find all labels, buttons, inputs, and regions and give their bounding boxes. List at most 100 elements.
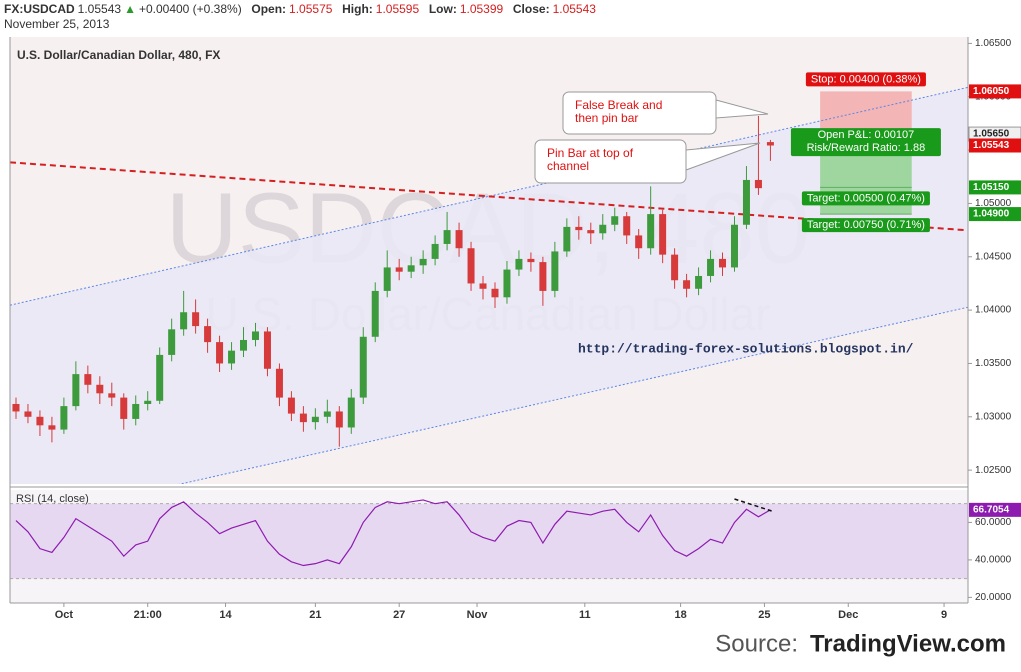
price-tag: [969, 138, 1021, 153]
stop-area: [820, 91, 912, 135]
candle-body: [228, 350, 236, 364]
rsi-line: [15, 499, 771, 567]
x-tick-label: 9: [941, 609, 947, 621]
candle-body: [24, 411, 32, 417]
price-tag-label: 1.06050: [973, 86, 1010, 97]
candle-body: [156, 354, 164, 401]
stop-label-box: [805, 72, 926, 87]
candle-body: [539, 262, 547, 291]
candle-body: [216, 342, 224, 364]
price-tag-label: 1.05650: [973, 129, 1010, 140]
callout-text: Pin Bar at top of: [547, 146, 634, 160]
close-value: 1.05543: [552, 2, 596, 16]
candle-body: [347, 397, 355, 428]
callout-text: channel: [547, 159, 589, 173]
callout-box: [562, 91, 717, 135]
candle-body: [60, 406, 68, 430]
candle-body: [431, 243, 439, 259]
candle-body: [730, 224, 738, 268]
y-tick-label: 1.03500: [975, 358, 1012, 369]
rsi-band: [10, 503, 968, 579]
candle-body: [659, 214, 667, 255]
candle-body: [96, 384, 104, 394]
candle-body: [742, 179, 750, 225]
x-tick-label: 11: [579, 609, 591, 621]
candle-body: [503, 269, 511, 298]
target-label: Target: 0.00750 (0.71%): [807, 219, 925, 231]
source-brand: TradingView.com: [810, 630, 1006, 657]
x-tick-label: Nov: [467, 609, 489, 621]
candle-body: [455, 230, 463, 249]
change-arrow: ▲: [124, 2, 136, 16]
close-label: Close:: [512, 2, 550, 16]
x-tick-label: 21:00: [134, 609, 162, 621]
candle-body: [108, 393, 116, 398]
url: http://trading-forex-solutions.blogspot.…: [578, 341, 914, 356]
callout-box: [534, 139, 687, 184]
y-tick-label: 1.03000: [975, 411, 1012, 422]
candle-body: [719, 258, 727, 268]
candle-body: [383, 267, 391, 291]
date: November 25, 2013: [4, 17, 110, 31]
candle-body: [443, 230, 451, 244]
high-value: 1.05595: [375, 2, 420, 16]
pnl-box: [790, 128, 941, 157]
candle-body: [515, 258, 523, 270]
candle-body: [527, 258, 535, 263]
target-label: Target: 0.00500 (0.47%): [807, 192, 925, 204]
candle-body: [180, 312, 188, 330]
y-tick-label: 1.04500: [975, 251, 1012, 262]
overlay: Stop: 0.00400 (0.38%) Open P&L: 0.00107Ri…: [534, 72, 941, 233]
candle-body: [575, 226, 583, 231]
candle-body: [695, 275, 703, 289]
high-label: High:: [342, 2, 373, 16]
price-plot: USDCAD, 480U.S. Dollar/Canadian Dollar: [10, 86, 968, 484]
open-label: Open:: [251, 2, 287, 16]
pane-title: U.S. Dollar/Canadian Dollar, 480, FX: [17, 48, 220, 62]
candle-body: [263, 331, 271, 369]
candle-body: [479, 283, 487, 289]
candle-body: [335, 411, 343, 428]
stop-label: Stop: 0.00400 (0.38%): [811, 73, 921, 85]
channel-fill: [10, 87, 968, 484]
rr-label: Risk/Reward Ratio: 1.88: [807, 142, 926, 154]
candle-body: [611, 216, 619, 225]
rsi-y-tick-label: 20.0000: [975, 592, 1012, 603]
candle-body: [72, 374, 80, 407]
candle-body: [275, 368, 283, 398]
candle-body: [299, 413, 307, 423]
candle-body: [323, 411, 331, 417]
low-value: 1.05399: [459, 2, 504, 16]
candle-body: [204, 326, 212, 343]
y-tick-label: 1.02500: [975, 465, 1012, 476]
source-label: Source:: [715, 630, 798, 657]
candle-body: [551, 251, 559, 291]
x-tick-label: Oct: [55, 609, 74, 621]
candle-body: [84, 374, 92, 385]
candle-body: [132, 403, 140, 419]
y-tick-label: 1.06500: [975, 38, 1012, 49]
candle-body: [754, 179, 762, 189]
candle-body: [36, 416, 44, 426]
target-label-box: [801, 191, 930, 206]
price-tag-label: 1.05150: [973, 182, 1010, 193]
y-tick-label: 1.05000: [975, 198, 1012, 209]
header: FX:USDCAD 1.05543 ▲ +0.00400 (+0.38%) Open:…: [4, 2, 599, 16]
candle-body: [671, 254, 679, 281]
candle-body: [251, 331, 259, 340]
candle-body: [599, 224, 607, 234]
candle-body: [467, 248, 475, 284]
rsi-title: RSI (14, close): [16, 493, 89, 505]
candle-body: [623, 216, 631, 236]
symbol: FX:USDCAD: [4, 2, 75, 16]
candle-body: [407, 265, 415, 272]
candle-body: [120, 397, 128, 419]
price-tag: [969, 180, 1021, 195]
x-tick-label: 18: [674, 609, 686, 621]
rsi-y-tick-label: 40.0000: [975, 555, 1012, 566]
callout-text: then pin bar: [575, 111, 638, 125]
candle-body: [311, 416, 319, 423]
x-tick-label: 21: [309, 609, 321, 621]
callout-text: False Break and: [575, 98, 662, 112]
